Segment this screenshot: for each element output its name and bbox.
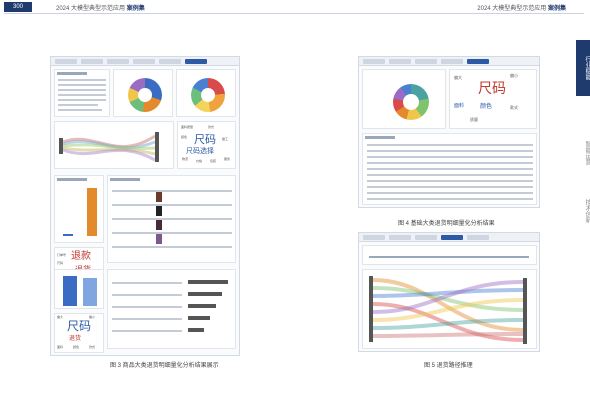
figure-3-tabbar bbox=[51, 57, 239, 66]
bar bbox=[63, 234, 73, 236]
running-header: 300 2024 大模型典型示范应用 案例集 2024 大模型典型示范应用 案例… bbox=[0, 0, 590, 14]
header-left-title: 2024 大模型典型示范应用 案例集 bbox=[56, 6, 145, 12]
sankey-diagram bbox=[59, 132, 159, 162]
figure-4-screenshot: 尺码 偏大 偏小 面料 颜色 款式 质量 bbox=[358, 56, 540, 208]
fig3-bar-chart-2 bbox=[54, 269, 104, 309]
bar bbox=[87, 188, 97, 236]
fig4-tab bbox=[415, 59, 437, 64]
donut-chart bbox=[128, 78, 162, 112]
figure-5-caption: 图 5 退货路径推理 bbox=[424, 363, 473, 369]
fig5-tab bbox=[363, 235, 385, 240]
donut-chart bbox=[191, 78, 225, 112]
fig3-donut-panel-2 bbox=[176, 69, 236, 117]
fig3-ranking-table bbox=[107, 269, 236, 349]
figure-3-screenshot: 尺码 尺码选择 面料质量 款式 颜色 做工 物流 价格 包装 服务 退款 退货 … bbox=[50, 56, 240, 356]
fig3-tab bbox=[55, 59, 77, 64]
path-sankey-diagram bbox=[369, 276, 527, 344]
chapter-tab-2[interactable]: 智能运营 bbox=[584, 141, 590, 165]
fig5-timeline bbox=[362, 245, 537, 265]
fig3-tab bbox=[81, 59, 103, 64]
product-thumbnail bbox=[156, 206, 162, 216]
figure-4-tabbar bbox=[359, 57, 539, 66]
fig5-tab bbox=[389, 235, 411, 240]
header-rule bbox=[4, 13, 584, 14]
fig5-sankey bbox=[362, 269, 537, 349]
figure-3-caption: 图 3 商品大类退货明细量化分析结果展示 bbox=[110, 363, 219, 369]
fig3-tab bbox=[107, 59, 129, 64]
fig3-bar-chart-1 bbox=[54, 175, 104, 243]
bar bbox=[83, 278, 97, 306]
chapter-tab-3[interactable]: 技术创新 bbox=[584, 199, 590, 223]
fig3-wordcloud-1: 尺码 尺码选择 面料质量 款式 颜色 做工 物流 价格 包装 服务 bbox=[177, 121, 236, 169]
page-number: 300 bbox=[4, 2, 32, 12]
bar bbox=[188, 304, 216, 308]
fig4-wordcloud: 尺码 偏大 偏小 面料 颜色 款式 质量 bbox=[449, 69, 537, 129]
fig4-tab bbox=[441, 59, 463, 64]
figure-5-screenshot bbox=[358, 232, 540, 352]
product-thumbnail bbox=[156, 234, 162, 244]
fig4-tab bbox=[389, 59, 411, 64]
chapter-nav: 行业赋能 智能运营 技术创新 bbox=[576, 40, 590, 228]
fig5-tab bbox=[467, 235, 489, 240]
fig4-donut-panel bbox=[362, 69, 446, 129]
fig3-sankey bbox=[54, 121, 174, 169]
fig5-tab-active bbox=[441, 235, 463, 240]
fig3-tab bbox=[159, 59, 181, 64]
fig3-product-table bbox=[107, 175, 236, 263]
bar bbox=[188, 292, 222, 296]
fig3-donut-panel-1 bbox=[113, 69, 173, 117]
bar bbox=[188, 316, 210, 320]
bar bbox=[188, 280, 228, 284]
product-thumbnail bbox=[156, 220, 162, 230]
donut-chart bbox=[393, 84, 429, 120]
fig3-tab-active bbox=[185, 59, 207, 64]
fig4-tab-active bbox=[467, 59, 489, 64]
fig3-summary-table bbox=[54, 69, 110, 117]
figure-5-tabbar bbox=[359, 233, 539, 242]
chapter-tab-1[interactable]: 行业赋能 bbox=[576, 40, 590, 96]
fig4-detail-table bbox=[362, 133, 537, 205]
header-right-title: 2024 大模型典型示范应用 案例集 bbox=[477, 6, 566, 12]
fig5-tab bbox=[415, 235, 437, 240]
bar bbox=[188, 328, 204, 332]
bar bbox=[63, 276, 77, 306]
figure-4-caption: 图 4 基础大类退货明细量化分析结果 bbox=[398, 221, 495, 227]
fig3-tab bbox=[133, 59, 155, 64]
product-thumbnail bbox=[156, 192, 162, 202]
fig4-tab bbox=[363, 59, 385, 64]
fig3-wordcloud-3: 尺码 退货 偏大 偏小 面料 颜色 款式 bbox=[54, 313, 104, 353]
